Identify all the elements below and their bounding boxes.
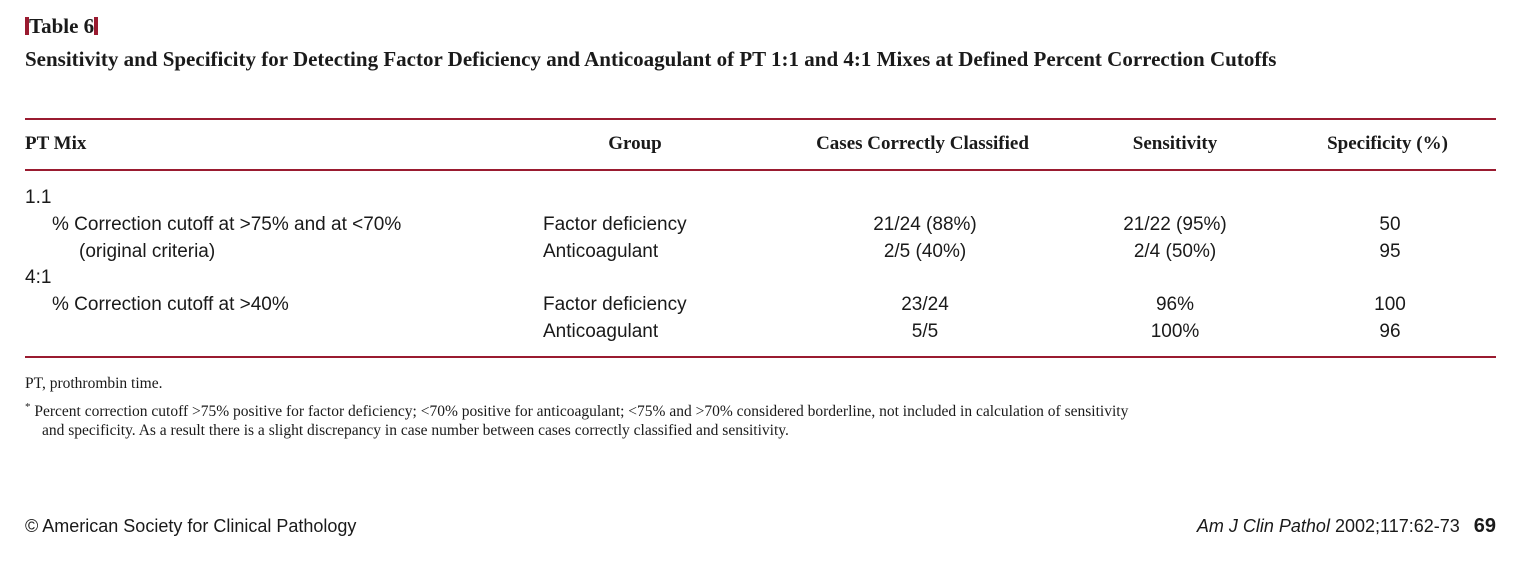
- table-top-rule: [25, 118, 1496, 120]
- header-sensitivity: Sensitivity: [1132, 133, 1218, 154]
- journal-name: Am J Clin Pathol: [1196, 516, 1330, 536]
- footnote-abbreviation: PT, prothrombin time.: [25, 375, 163, 392]
- footnote-asterisk: * Percent correction cutoff >75% positiv…: [25, 396, 1128, 423]
- sensitivity-cell: 2/4 (50%): [1133, 241, 1217, 262]
- citation-detail: 2002;117:62-73: [1334, 516, 1460, 536]
- sensitivity-cell: 100%: [1150, 321, 1200, 342]
- group-cell: Factor deficiency: [543, 214, 687, 235]
- specificity-cell: 50: [1379, 214, 1401, 235]
- group-cell: Anticoagulant: [543, 241, 659, 262]
- criteria-note: (original criteria): [79, 241, 216, 262]
- section-label-1-1: 1.1: [25, 187, 52, 208]
- page-number: 69: [1473, 515, 1496, 537]
- table-label-text: Table 6: [29, 14, 95, 38]
- criteria-text: % Correction cutoff at >75% and at <70%: [52, 214, 402, 235]
- header-cases: Cases Correctly Classified: [816, 133, 1029, 154]
- cases-cell: 21/24 (88%): [873, 214, 977, 235]
- criteria-text: % Correction cutoff at >40%: [52, 294, 289, 315]
- table-label: Table 6: [25, 14, 99, 38]
- table-title: Sensitivity and Specificity for Detectin…: [25, 47, 1277, 71]
- label-bar-left: [25, 17, 29, 35]
- sensitivity-cell: 21/22 (95%): [1123, 214, 1227, 235]
- cases-cell: 2/5 (40%): [883, 241, 967, 262]
- copyright-notice: © American Society for Clinical Patholog…: [25, 516, 357, 536]
- specificity-cell: 95: [1379, 241, 1401, 262]
- cases-cell: 5/5: [911, 321, 939, 342]
- journal-citation: Am J Clin Pathol 2002;117:62-73 69: [1197, 514, 1496, 538]
- label-bar-right: [94, 17, 99, 35]
- group-cell: Factor deficiency: [543, 294, 687, 315]
- group-cell: Anticoagulant: [543, 321, 659, 342]
- section-label-4-1: 4:1: [25, 267, 52, 288]
- header-specificity: Specificity (%): [1327, 133, 1448, 154]
- specificity-cell: 100: [1374, 294, 1406, 315]
- footnote-continuation: and specificity. As a result there is a …: [42, 422, 789, 439]
- header-rule: [25, 169, 1496, 171]
- footnote-text: Percent correction cutoff >75% positive …: [34, 403, 1129, 421]
- sensitivity-cell: 96%: [1155, 294, 1195, 315]
- header-pt-mix: PT Mix: [25, 133, 87, 154]
- table-bottom-rule: [25, 356, 1496, 358]
- specificity-cell: 96: [1379, 321, 1401, 342]
- cases-cell: 23/24: [901, 294, 949, 315]
- footnote-marker: *: [25, 401, 31, 413]
- header-group: Group: [608, 133, 662, 154]
